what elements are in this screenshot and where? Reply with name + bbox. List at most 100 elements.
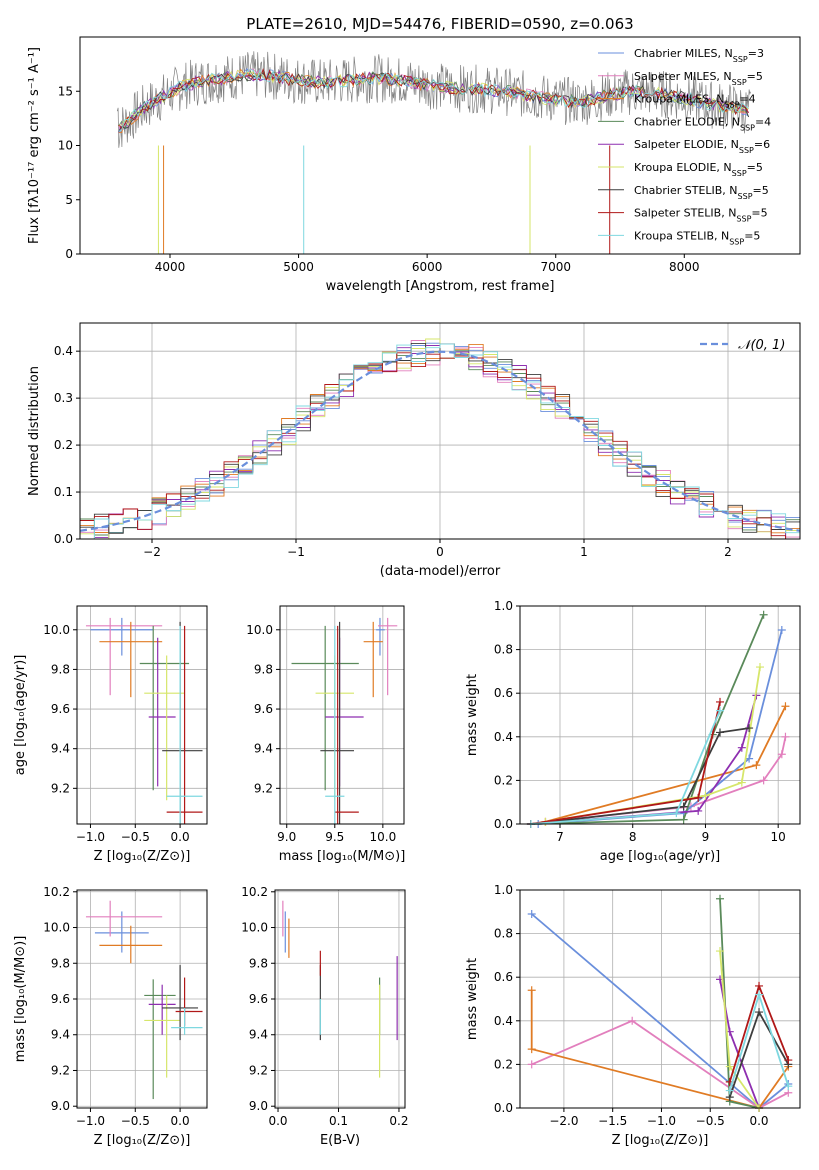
plus-marker xyxy=(716,947,724,956)
x-tick-label: 8000 xyxy=(669,260,700,274)
plus-marker xyxy=(527,1060,536,1069)
x-tick-label: 6000 xyxy=(412,260,443,274)
residuals-panel: −2 −1 0 1 2 0.0 0.1 0.2 0.3 0.4 (data-model)/error… xyxy=(27,322,801,579)
plus-marker xyxy=(777,625,786,634)
mass_vs_ebv-frame xyxy=(274,889,406,1109)
y-tick-label: 10 xyxy=(58,139,73,153)
plus-marker xyxy=(755,990,764,999)
x-tick-label: −1.0 xyxy=(76,1114,105,1128)
spectrum-title: PLATE=2610, MJD=54476, FIBERID=0590, z=0… xyxy=(246,15,633,33)
y-tick-label: 1.0 xyxy=(494,599,513,613)
y-tick-label: 9.0 xyxy=(51,1099,70,1113)
plus-marker xyxy=(725,1086,734,1095)
plus-marker xyxy=(527,1045,536,1054)
y-tick-label: 9.0 xyxy=(249,1099,268,1113)
y-tick-label: 9.2 xyxy=(254,781,273,795)
x-tick-label: 9.0 xyxy=(277,830,296,844)
age-vs-mass-panel: 9.0 9.5 10.0 9.2 9.4 9.6 9.8 10.0 mass [log₁₀(M/… xyxy=(246,605,406,864)
y-tick-label: 9.6 xyxy=(254,702,273,716)
y-tick-label: 10.2 xyxy=(43,885,70,899)
y-tick-label: 0.1 xyxy=(54,485,73,499)
y-tick-label: 9.2 xyxy=(51,781,70,795)
spectrum-model-line xyxy=(118,71,749,132)
massweight_vs_Z-frame xyxy=(519,889,801,1109)
spectrum-model-line xyxy=(118,68,749,129)
plus-marker xyxy=(628,1016,637,1025)
y-tick-label: 5 xyxy=(65,193,73,207)
x-axis-label: Z [log₁₀(Z/Z⊙)] xyxy=(94,1133,191,1148)
y-tick-label: 0.6 xyxy=(494,970,513,984)
x-tick-label: 9.5 xyxy=(325,830,344,844)
plus-marker xyxy=(755,1008,764,1017)
legend-label: Kroupa ELODIE, NSSP=5 xyxy=(634,161,763,178)
plus-marker xyxy=(725,1062,734,1071)
y-tick-label: 10.0 xyxy=(241,921,268,935)
x-axis-label: mass [log₁₀(M/M⊙)] xyxy=(279,849,406,864)
x-tick-label: −1.0 xyxy=(76,830,105,844)
plus-marker xyxy=(756,663,764,672)
spectrum-model-line xyxy=(118,68,749,132)
plus-marker xyxy=(716,728,724,737)
x-tick-label: 4000 xyxy=(155,260,186,274)
x-tick-label: −1.0 xyxy=(647,1114,676,1128)
plus-marker xyxy=(716,706,724,715)
plus-marker xyxy=(745,724,754,733)
y-tick-label: 9.8 xyxy=(51,956,70,970)
spectrum-panel: 4000 5000 6000 7000 8000 0 5 10 15 wavelength [An… xyxy=(27,36,801,294)
mass-weight-vs-age-panel: 7 8 9 10 0.0 0.2 0.4 0.6 0.8 1.0 age [log₁₀(age/yr… xyxy=(465,599,801,864)
legend-label: Salpeter ELODIE, NSSP=6 xyxy=(634,138,770,155)
x-axis-label: Z [log₁₀(Z/Z⊙)] xyxy=(94,849,191,864)
x-tick-label: −0.5 xyxy=(121,1114,150,1128)
mass-vs-metallicity-panel: −1.0 −0.5 0.0 9.0 9.2 9.4 9.6 9.8 10.0 10.2 Z [log… xyxy=(13,885,208,1148)
x-tick-label: 0.0 xyxy=(268,1114,287,1128)
x-tick-label: 7000 xyxy=(540,260,571,274)
x-axis-label: Z [log₁₀(Z/Z⊙)] xyxy=(612,1133,709,1148)
y-tick-label: 10.0 xyxy=(246,623,273,637)
legend-label: Salpeter STELIB, NSSP=5 xyxy=(634,207,768,224)
y-tick-label: 9.2 xyxy=(51,1063,70,1077)
y-tick-label: 0.2 xyxy=(494,773,513,787)
mass_vs_Z-frame xyxy=(76,889,208,1109)
age_vs_mass-frame xyxy=(279,605,405,825)
x-axis-label: wavelength [Angstrom, rest frame] xyxy=(326,279,555,294)
y-tick-label: 0.6 xyxy=(494,686,513,700)
y-tick-label: 0.4 xyxy=(494,1014,513,1028)
y-tick-label: 9.6 xyxy=(51,702,70,716)
plus-marker xyxy=(701,791,710,800)
x-axis-label: age [log₁₀(age/yr)] xyxy=(600,849,721,864)
y-tick-label: 0.3 xyxy=(54,391,73,405)
y-axis-label: mass weight xyxy=(465,674,480,756)
plus-marker xyxy=(759,610,768,619)
y-tick-label: 0.0 xyxy=(494,817,513,831)
plus-marker xyxy=(752,761,761,770)
y-tick-label: 9.4 xyxy=(51,742,70,756)
x-tick-label: 0.1 xyxy=(329,1114,348,1128)
plus-marker xyxy=(716,697,724,706)
histogram-step xyxy=(80,343,800,540)
x-tick-label: 0 xyxy=(436,545,444,559)
x-tick-label: −0.5 xyxy=(121,830,150,844)
x-axis-label: E(B-V) xyxy=(320,1133,360,1148)
y-tick-label: 10.0 xyxy=(43,921,70,935)
y-axis-label: mass [log₁₀(M/M⊙)] xyxy=(13,936,28,1063)
y-tick-label: 9.6 xyxy=(51,992,70,1006)
x-tick-label: 0.0 xyxy=(171,830,190,844)
y-tick-label: 0.0 xyxy=(54,532,73,546)
legend-label: 𝒩(0, 1) xyxy=(738,338,785,353)
x-tick-label: −1 xyxy=(287,545,305,559)
y-tick-label: 10.2 xyxy=(241,885,268,899)
plus-marker xyxy=(694,793,703,802)
plus-marker xyxy=(781,732,790,741)
plus-marker xyxy=(527,909,536,918)
x-tick-label: 7 xyxy=(556,830,564,844)
legend-label: Chabrier MILES, NSSP=3 xyxy=(634,47,764,64)
mass-weight-vs-metallicity-panel: −2.0 −1.5 −1.0 −0.5 0.0 0.0 0.2 0.4 0.6 0.8 1.0 Z [… xyxy=(465,883,801,1148)
x-tick-label: 9 xyxy=(702,830,710,844)
y-axis-label: Flux [fλ10⁻¹⁷ erg cm⁻² s⁻¹ A⁻¹] xyxy=(27,47,42,244)
y-tick-label: 9.4 xyxy=(51,1028,70,1042)
plus-marker xyxy=(672,809,681,818)
legend-label: Kroupa STELIB, NSSP=5 xyxy=(634,229,760,246)
y-tick-label: 0 xyxy=(65,247,73,261)
x-tick-label: 2 xyxy=(724,545,732,559)
